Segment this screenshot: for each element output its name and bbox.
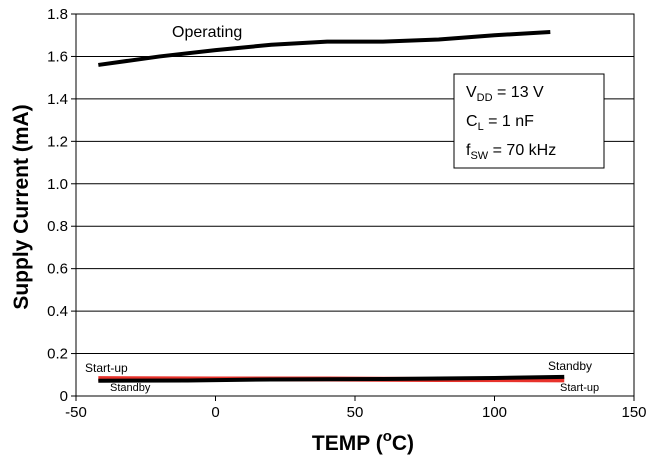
y-tick-label: 0.2	[47, 346, 68, 363]
y-tick-label: 0.4	[47, 303, 68, 320]
y-tick-label: 1.0	[47, 176, 68, 193]
x-tick-label: 50	[347, 404, 364, 421]
condition-fsw: fSW = 70 kHz	[466, 142, 556, 162]
x-axis-title: TEMP (oC)	[312, 428, 414, 455]
x-axis-title-unit: C)	[392, 432, 414, 455]
y-tick-label: 1.6	[47, 48, 68, 65]
conditions-box-frame	[453, 73, 605, 169]
standby-series-line	[98, 374, 565, 383]
standby-label-left: Standby	[110, 382, 151, 394]
x-tick-labels: -50 0 50 100 150	[65, 396, 647, 421]
x-axis-title-main: TEMP (	[312, 432, 383, 455]
x-tick-label: 100	[482, 404, 507, 421]
y-tick-label: 1.2	[47, 133, 68, 150]
startup-label-left: Start-up	[85, 361, 128, 375]
y-tick-label: 1.8	[47, 6, 68, 23]
y-tick-label: 0.8	[47, 218, 68, 235]
y-axis-title: Supply Current (mA)	[10, 104, 33, 309]
condition-cl: CL = 1 nF	[466, 113, 534, 133]
operating-label: Operating	[172, 24, 242, 41]
startup-label-right: Start-up	[560, 382, 599, 394]
condition-vdd: VDD = 13 V	[466, 84, 544, 104]
conditions-box: VDD = 13 V CL = 1 nF fSW = 70 kHz	[453, 73, 605, 169]
y-tick-label: 0	[60, 388, 68, 405]
y-tick-labels: 0 0.2 0.4 0.6 0.8 1.0 1.2 1.4 1.6 1.8	[47, 6, 76, 405]
y-tick-label: 1.4	[47, 91, 68, 108]
operating-series-line	[98, 30, 551, 67]
series-group	[98, 30, 565, 383]
y-tick-label: 0.6	[47, 261, 68, 278]
x-axis-title-sup: o	[383, 428, 392, 445]
x-tick-label: 0	[211, 404, 219, 421]
grid-lines	[76, 55, 634, 355]
x-tick-label: 150	[621, 404, 646, 421]
standby-label-right: Standby	[548, 359, 592, 373]
x-tick-label: -50	[65, 404, 87, 421]
plot-frame	[75, 13, 635, 397]
